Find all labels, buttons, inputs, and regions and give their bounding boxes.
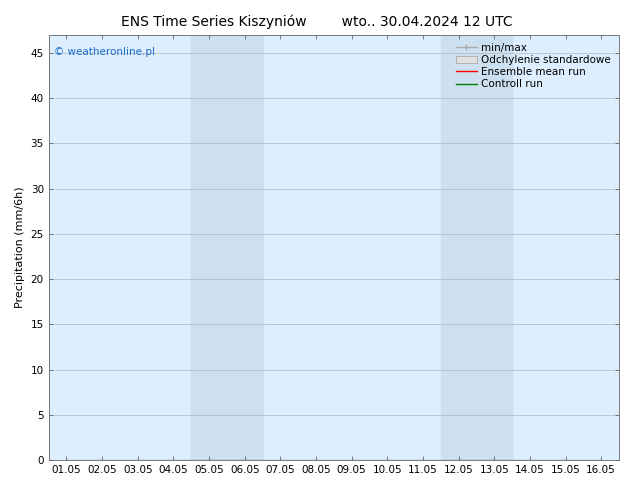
- Bar: [441, 35, 512, 460]
- Text: © weatheronline.pl: © weatheronline.pl: [55, 48, 155, 57]
- Legend: min/max, Odchylenie standardowe, Ensemble mean run, Controll run: min/max, Odchylenie standardowe, Ensembl…: [453, 40, 614, 92]
- Bar: [191, 35, 262, 460]
- Y-axis label: Precipitation (mm/6h): Precipitation (mm/6h): [15, 187, 25, 308]
- Text: ENS Time Series Kiszyniów        wto.. 30.04.2024 12 UTC: ENS Time Series Kiszyniów wto.. 30.04.20…: [121, 15, 513, 29]
